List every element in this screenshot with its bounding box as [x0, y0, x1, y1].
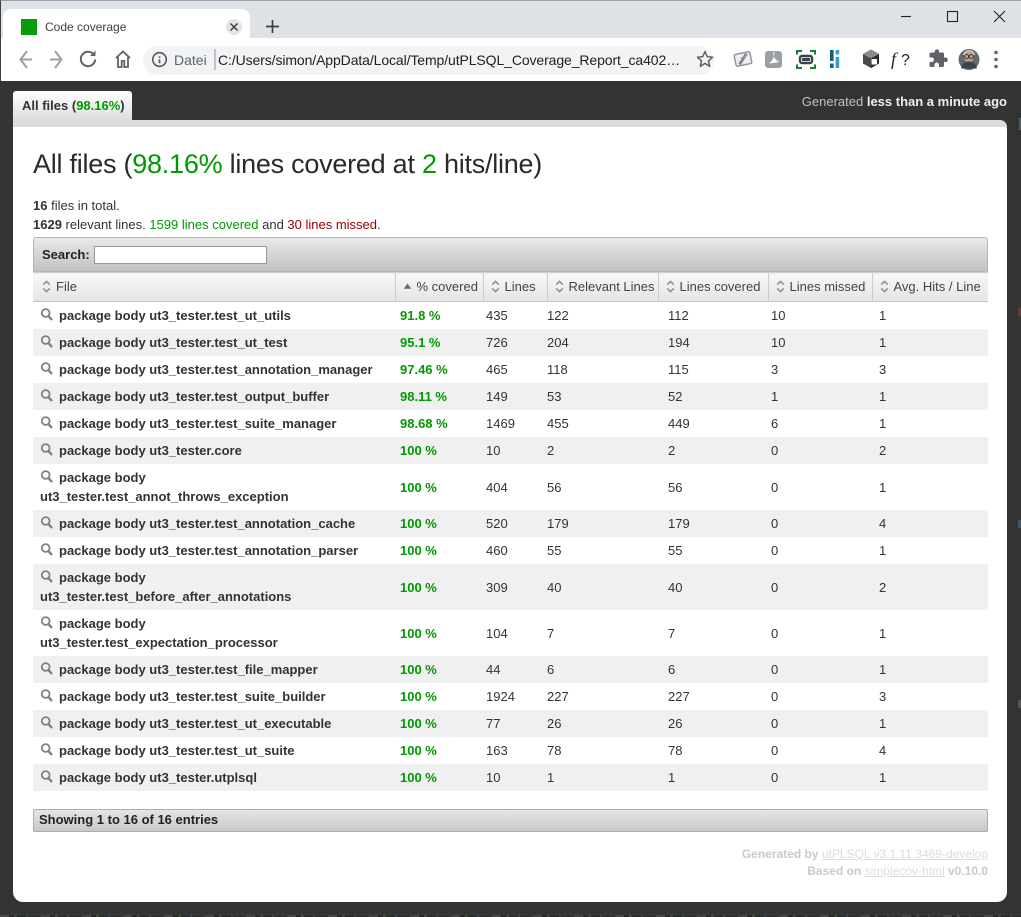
svg-text:f: f	[891, 49, 899, 69]
svg-text:?: ?	[901, 52, 910, 69]
